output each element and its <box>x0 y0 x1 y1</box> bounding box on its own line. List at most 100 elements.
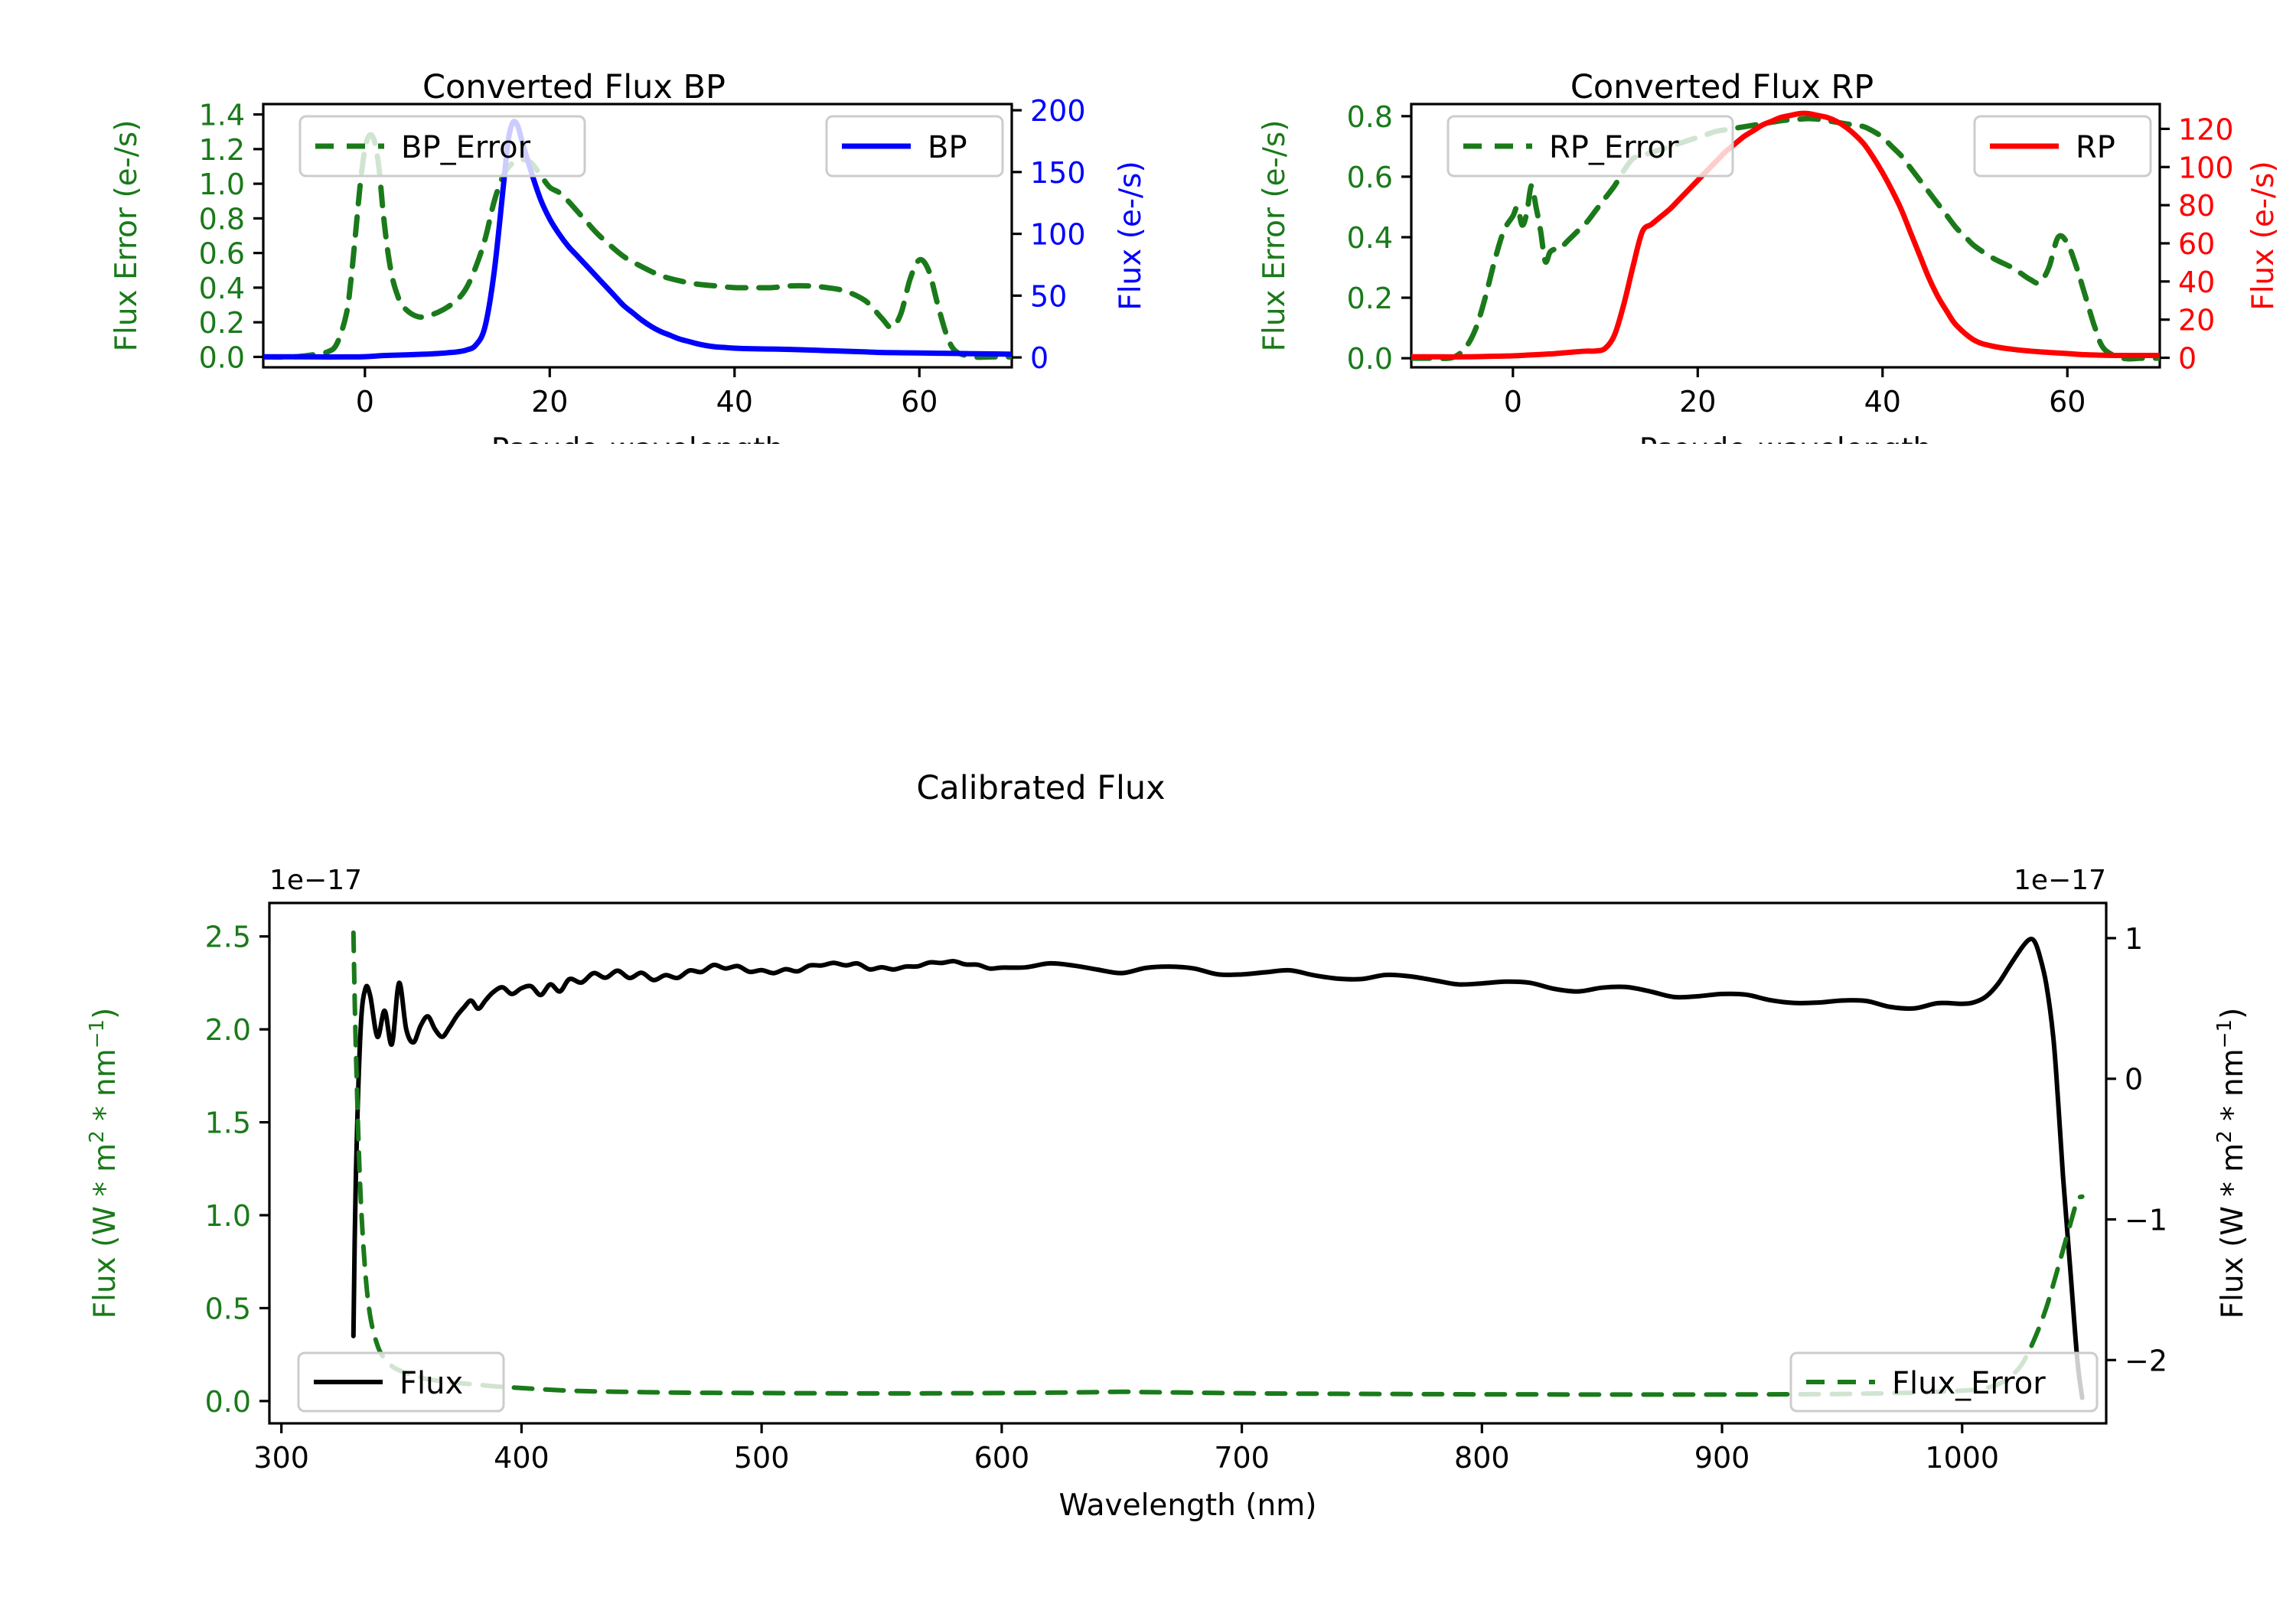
bp-series-bp <box>263 119 1012 360</box>
rp-ytick-right-label: 60 <box>2178 227 2215 261</box>
rp-plot-area: 0 20 40 60 0.0 0.2 0.4 0.6 0.8 0 20 40 60 80 100 120 Pse… <box>1257 100 2281 444</box>
rp-xtick-label: 40 <box>1864 385 1901 419</box>
rp-ytick-right-label: 120 <box>2178 112 2234 146</box>
cal-data-layer <box>351 930 2085 1400</box>
cal-xtick-label: 700 <box>1214 1441 1270 1475</box>
rp-ytick-left-label: 0.2 <box>1347 282 1393 315</box>
bp-xtick-label: 0 <box>356 385 374 419</box>
bp-xtick-label: 20 <box>531 385 568 419</box>
rp-xtick-label: 20 <box>1679 385 1716 419</box>
rp-axes-frame <box>1410 103 2161 369</box>
rp-yaxis-label-left: Flux Error (e-/s) <box>1257 120 1292 352</box>
bp-panel-title: Converted Flux BP <box>422 68 726 106</box>
bp-ytick-left-label: 0.2 <box>199 306 245 340</box>
calibrated-title-text: Calibrated Flux <box>916 769 1165 807</box>
cal-xaxis-label: Wavelength (nm) <box>1059 1488 1317 1523</box>
rp-ytick-right-label: 80 <box>2178 189 2215 223</box>
calibrated-title-wrap: Calibrated Flux <box>0 765 2296 811</box>
bp-ytick-right-label: 200 <box>1030 94 1086 128</box>
rp-legend-label-rp: RP <box>2076 130 2115 165</box>
rp-series-rp <box>1411 110 2160 360</box>
cal-xtick-label: 900 <box>1694 1441 1750 1475</box>
rp-panel-title: Converted Flux RP <box>1570 68 1874 106</box>
cal-yaxis-label-left: Flux (W * m2 * nm−1) <box>86 1008 122 1319</box>
cal-ytick-left-label: 2.0 <box>205 1013 251 1047</box>
cal-legend-label-flux: Flux <box>400 1366 463 1401</box>
rp-svg: Converted Flux RP 0 20 40 60 0.0 0.2 0.4 0.6 0.8… <box>1257 68 2281 444</box>
cal-ytick-right-label: −1 <box>2125 1204 2167 1237</box>
cal-legend-box-flux <box>297 1351 505 1413</box>
panel-calibrated-flux: Calibrated Flux 300400500600700800900100… <box>0 826 2296 1592</box>
rp-xaxis-label: Pseudo-wavelength <box>1639 432 1932 444</box>
bp-ytick-right-label: 50 <box>1030 279 1067 313</box>
bp-axes-frame <box>262 103 1013 369</box>
rp-yaxis-label-right: Flux (e-/s) <box>2246 161 2281 310</box>
rp-ytick-right-label: 20 <box>2178 304 2215 337</box>
rp-xtick-label: 0 <box>1504 385 1522 419</box>
rp-series-rp_error <box>1411 116 2160 362</box>
bp-ytick-left-label: 0.4 <box>199 272 245 305</box>
bp-legend-box-bp-error <box>298 115 586 178</box>
panel-converted-flux-bp: Converted Flux BP 0 20 40 60 0.0 0.2 0.4 0.6 0.8… <box>0 61 1148 444</box>
bp-ytick-right-label: 150 <box>1030 156 1086 190</box>
rp-ytick-left-label: 0.6 <box>1347 161 1393 194</box>
cal-xtick-label: 500 <box>734 1441 790 1475</box>
cal-legend-label-flux-error: Flux_Error <box>1892 1366 2046 1401</box>
cal-ytick-left-label: 0.0 <box>205 1385 251 1419</box>
bp-ytick-left-label: 1.0 <box>199 168 245 201</box>
cal-ytick-left-label: 1.5 <box>205 1107 251 1140</box>
bp-ytick-right-label: 100 <box>1030 218 1086 252</box>
cal-ytick-left-label: 1.0 <box>205 1199 251 1233</box>
rp-ytick-right-label: 0 <box>2178 342 2197 376</box>
bp-legend-label-bp-error: BP_Error <box>401 130 531 165</box>
rp-data-layer <box>1411 110 2160 362</box>
panel-converted-flux-rp: Converted Flux RP 0 20 40 60 0.0 0.2 0.4 0.6 0.8… <box>1148 61 2296 444</box>
bp-ytick-left-label: 1.2 <box>199 133 245 167</box>
bp-ytick-left-label: 1.4 <box>199 99 245 132</box>
rp-legend-label-rp-error: RP_Error <box>1549 130 1679 165</box>
cal-ytick-right-label: −2 <box>2125 1344 2167 1377</box>
cal-ytick-right-label: 1 <box>2125 922 2143 956</box>
calibrated-svg: Calibrated Flux 300400500600700800900100… <box>86 865 2250 1523</box>
cal-xtick-label: 800 <box>1454 1441 1510 1475</box>
cal-offset-left: 1e−17 <box>269 865 362 896</box>
bp-legend-box-bp <box>825 115 1004 178</box>
bp-xtick-label: 40 <box>716 385 753 419</box>
cal-legend-flux[interactable]: Flux <box>297 1351 505 1413</box>
rp-legend-rp-error[interactable]: RP_Error <box>1446 115 1734 178</box>
bp-xaxis-label: Pseudo-wavelength <box>491 432 784 444</box>
bp-ytick-left-label: 0.0 <box>199 341 245 374</box>
rp-ytick-left-label: 0.8 <box>1347 100 1393 134</box>
rp-ytick-right-label: 100 <box>2178 151 2234 184</box>
rp-ytick-left-label: 0.0 <box>1347 342 1393 376</box>
cal-legend-flux-error[interactable]: Flux_Error <box>1789 1351 2099 1413</box>
bp-legend-bp-error[interactable]: BP_Error <box>298 115 586 178</box>
cal-xtick-label: 1000 <box>1925 1441 1999 1475</box>
cal-ytick-left-label: 0.5 <box>205 1292 251 1325</box>
bp-yaxis-label-left: Flux Error (e-/s) <box>109 120 144 352</box>
cal-axes-frame <box>268 901 2108 1425</box>
cal-xtick-label: 300 <box>253 1441 309 1475</box>
cal-ytick-right-label: 0 <box>2125 1063 2143 1097</box>
calibrated-plot-area: 300 400 500 600 700 800 900 1000 0.0 0.5 1.0 1.5 2.0… <box>86 865 2250 1523</box>
cal-xtick-label: 600 <box>974 1441 1030 1475</box>
rp-ytick-right-label: 40 <box>2178 266 2215 299</box>
rp-xtick-label: 60 <box>2049 385 2086 419</box>
cal-legend-box-flux-error <box>1789 1351 2099 1413</box>
cal-ytick-left-label: 2.5 <box>205 921 251 954</box>
cal-series-flux <box>351 936 2085 1400</box>
cal-yaxis-label-right: Flux (W * m2 * nm−1) <box>2213 1008 2250 1319</box>
bp-ytick-right-label: 0 <box>1030 341 1049 375</box>
bp-legend-label-bp: BP <box>928 130 967 165</box>
rp-ytick-left-label: 0.4 <box>1347 221 1393 255</box>
bp-ytick-left-label: 0.8 <box>199 202 245 236</box>
rp-legend-box-rp-error <box>1446 115 1734 178</box>
bp-ytick-left-label: 0.6 <box>199 237 245 271</box>
rp-legend-rp[interactable]: RP <box>1973 115 2152 178</box>
cal-xtick-label: 400 <box>494 1441 550 1475</box>
cal-offset-right: 1e−17 <box>2014 865 2106 896</box>
bp-legend-bp[interactable]: BP <box>825 115 1004 178</box>
bp-plot-area: 0 20 40 60 0.00.20.40.60.81.01.21.4 0 50 100 150… <box>109 94 1148 444</box>
bp-xtick-label: 60 <box>901 385 938 419</box>
